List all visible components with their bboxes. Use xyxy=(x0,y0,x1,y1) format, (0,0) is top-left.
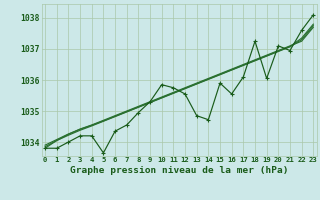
X-axis label: Graphe pression niveau de la mer (hPa): Graphe pression niveau de la mer (hPa) xyxy=(70,166,288,175)
